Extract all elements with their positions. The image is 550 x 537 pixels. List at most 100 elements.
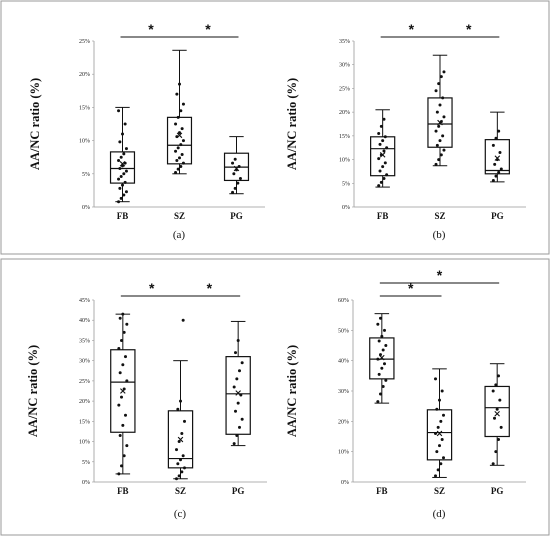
mean-marker xyxy=(119,161,126,167)
data-point xyxy=(179,164,183,168)
data-point xyxy=(384,344,388,347)
data-point xyxy=(434,377,438,381)
significance-star: * xyxy=(409,21,415,37)
x-category-label: PG xyxy=(230,211,243,221)
data-point xyxy=(122,193,126,197)
data-point xyxy=(380,366,384,370)
data-point xyxy=(231,190,235,194)
data-point xyxy=(441,413,445,417)
data-point xyxy=(383,135,387,139)
data-point xyxy=(120,464,124,468)
data-point xyxy=(377,157,381,161)
data-point xyxy=(240,361,244,365)
data-point xyxy=(498,150,502,154)
data-point xyxy=(439,419,443,423)
figure-frame-top xyxy=(0,0,550,255)
data-point xyxy=(179,458,182,462)
data-point xyxy=(180,470,184,474)
y-tick-label: 15% xyxy=(79,105,90,111)
chart-panel-1: 0% 5% 10% 15% 20% 25% AA/NC ratio (%) FB SZ PG * * (… xyxy=(28,21,265,241)
data-point xyxy=(437,82,441,86)
data-point xyxy=(437,158,441,162)
data-point xyxy=(175,159,179,163)
box-fb xyxy=(109,106,136,204)
data-point xyxy=(236,338,240,342)
data-point xyxy=(232,385,236,389)
box-sz xyxy=(167,318,194,481)
mean-marker xyxy=(177,436,184,443)
data-point xyxy=(385,146,389,150)
data-point xyxy=(125,379,129,383)
data-point xyxy=(118,316,122,320)
box-iqr xyxy=(484,139,510,175)
box-pg xyxy=(225,320,251,447)
box-iqr xyxy=(109,151,136,184)
data-point xyxy=(435,143,439,147)
data-point xyxy=(234,409,238,413)
x-category-label: PG xyxy=(491,486,504,496)
box-fb xyxy=(369,313,395,404)
data-point xyxy=(181,161,185,165)
data-point xyxy=(494,383,498,387)
box-sz xyxy=(166,49,193,175)
data-point xyxy=(382,117,386,121)
data-point xyxy=(380,334,384,338)
data-point xyxy=(123,122,127,126)
data-point xyxy=(439,75,443,79)
significance-star: * xyxy=(408,280,414,296)
data-point xyxy=(437,124,441,128)
data-point xyxy=(121,312,125,316)
data-point xyxy=(438,139,442,143)
data-point xyxy=(383,161,387,165)
data-point xyxy=(122,152,126,156)
mean-marker xyxy=(176,132,183,139)
box-fb xyxy=(370,109,396,188)
data-point xyxy=(118,140,122,144)
y-tick-label: 15% xyxy=(339,134,350,140)
data-point xyxy=(491,389,495,393)
mean-marker xyxy=(379,152,386,158)
significance-star: * xyxy=(205,21,211,37)
data-point xyxy=(496,374,500,378)
figure-frame-bottom xyxy=(0,258,550,536)
box-iqr xyxy=(225,356,251,435)
x-category-label: FB xyxy=(117,211,129,221)
data-point xyxy=(124,169,128,173)
data-point xyxy=(494,450,498,454)
data-point xyxy=(117,177,121,181)
y-tick-label: 0% xyxy=(82,480,90,486)
data-point xyxy=(496,438,500,442)
data-point xyxy=(442,70,446,74)
data-point xyxy=(439,153,443,157)
data-point xyxy=(435,407,439,411)
y-tick-label: 10% xyxy=(79,440,90,446)
data-point xyxy=(376,400,380,404)
chart-panel-4: 0% 10% 20% 30% 40% 50% 60% AA/NC ratio (%) FB SZ P… xyxy=(285,267,526,520)
data-point xyxy=(377,372,381,376)
box-pg xyxy=(484,111,510,183)
data-point xyxy=(231,161,235,165)
data-point xyxy=(233,157,237,161)
significance-star: * xyxy=(148,21,154,37)
data-point xyxy=(121,423,125,427)
data-point xyxy=(382,177,386,181)
data-point xyxy=(178,131,181,135)
mean-marker xyxy=(233,165,240,172)
data-point xyxy=(379,392,383,396)
y-axis-label: AA/NC ratio (%) xyxy=(285,78,299,170)
data-point xyxy=(174,170,178,174)
mean-marker xyxy=(235,390,241,396)
box-sz xyxy=(426,368,453,478)
y-tick-label: 20% xyxy=(79,72,90,78)
data-point xyxy=(385,173,389,177)
panel-label: (d) xyxy=(433,508,446,520)
data-point xyxy=(382,362,386,366)
data-point xyxy=(181,102,185,106)
data-point xyxy=(376,357,380,361)
data-point xyxy=(235,377,239,381)
y-axis-label: AA/NC ratio (%) xyxy=(285,345,299,437)
data-point xyxy=(233,186,237,190)
data-point xyxy=(378,142,382,146)
data-point xyxy=(118,433,122,437)
data-point xyxy=(118,166,122,170)
